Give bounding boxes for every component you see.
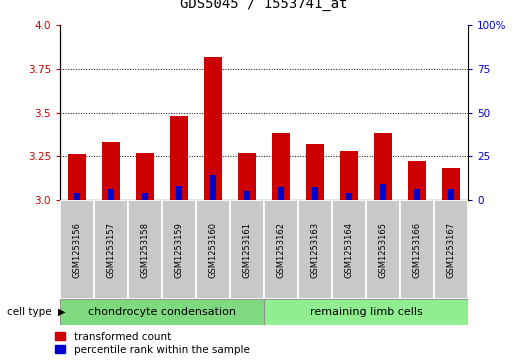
- Text: cell type: cell type: [7, 307, 55, 317]
- Bar: [128, 200, 162, 299]
- Bar: [136, 152, 154, 200]
- Bar: [264, 200, 298, 299]
- Bar: [210, 175, 216, 200]
- Bar: [366, 200, 400, 299]
- Bar: [408, 161, 426, 200]
- Bar: [108, 189, 114, 200]
- Bar: [176, 186, 182, 200]
- Bar: [448, 189, 454, 200]
- Text: GSM1253167: GSM1253167: [447, 221, 456, 278]
- Text: GSM1253163: GSM1253163: [311, 221, 320, 278]
- Text: GSM1253156: GSM1253156: [73, 221, 82, 278]
- Text: GSM1253165: GSM1253165: [379, 221, 388, 278]
- Bar: [414, 189, 420, 200]
- Bar: [60, 200, 94, 299]
- Text: GSM1253166: GSM1253166: [413, 221, 422, 278]
- Bar: [230, 200, 264, 299]
- Bar: [374, 134, 392, 200]
- Bar: [400, 200, 434, 299]
- Bar: [264, 299, 468, 325]
- Text: GSM1253158: GSM1253158: [141, 221, 150, 278]
- Bar: [94, 200, 128, 299]
- Bar: [238, 152, 256, 200]
- Bar: [380, 184, 386, 200]
- Bar: [60, 299, 264, 325]
- Bar: [196, 200, 230, 299]
- Bar: [442, 168, 460, 200]
- Text: GSM1253160: GSM1253160: [209, 221, 218, 278]
- Bar: [346, 193, 352, 200]
- Bar: [74, 193, 80, 200]
- Text: GSM1253159: GSM1253159: [175, 222, 184, 277]
- Bar: [332, 200, 366, 299]
- Text: GDS5045 / 1553741_at: GDS5045 / 1553741_at: [180, 0, 348, 11]
- Bar: [278, 187, 284, 200]
- Text: GSM1253157: GSM1253157: [107, 221, 116, 278]
- Text: GSM1253164: GSM1253164: [345, 221, 354, 278]
- Text: ▶: ▶: [58, 307, 65, 317]
- Bar: [298, 200, 332, 299]
- Legend: transformed count, percentile rank within the sample: transformed count, percentile rank withi…: [55, 332, 249, 355]
- Bar: [170, 116, 188, 200]
- Bar: [102, 142, 120, 200]
- Bar: [204, 57, 222, 200]
- Text: GSM1253161: GSM1253161: [243, 221, 252, 278]
- Bar: [244, 191, 250, 200]
- Bar: [306, 144, 324, 200]
- Text: GSM1253162: GSM1253162: [277, 221, 286, 278]
- Text: remaining limb cells: remaining limb cells: [310, 307, 423, 317]
- Bar: [68, 154, 86, 200]
- Text: chondrocyte condensation: chondrocyte condensation: [88, 307, 236, 317]
- Bar: [272, 134, 290, 200]
- Bar: [142, 193, 148, 200]
- Bar: [162, 200, 196, 299]
- Bar: [434, 200, 468, 299]
- Bar: [312, 187, 318, 200]
- Bar: [340, 151, 358, 200]
